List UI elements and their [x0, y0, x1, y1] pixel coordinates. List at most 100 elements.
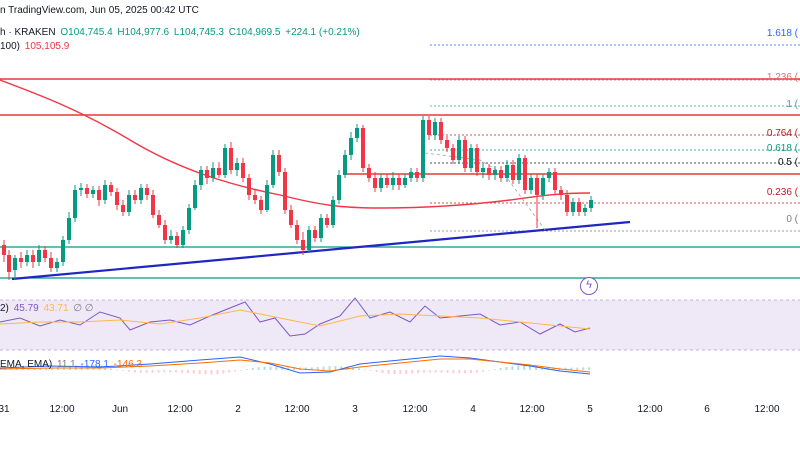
- candle-body: [481, 168, 485, 172]
- lightning-icon[interactable]: ϟ: [580, 277, 598, 295]
- macd-histogram-bar: [269, 366, 272, 370]
- candle-body: [145, 188, 149, 195]
- candle-body: [61, 240, 65, 262]
- macd-histogram-bar: [163, 370, 166, 373]
- macd-histogram-bar: [452, 370, 455, 374]
- macd-histogram-bar: [316, 366, 319, 370]
- candle-body: [487, 168, 491, 175]
- candle-body: [205, 170, 209, 178]
- candle-body: [67, 218, 71, 240]
- signal-line: [0, 358, 591, 373]
- candle-body: [571, 202, 575, 212]
- candle-body: [211, 168, 215, 178]
- candle-body: [397, 178, 401, 185]
- candle-body: [283, 172, 287, 210]
- candle-body: [469, 148, 473, 168]
- candle-body: [337, 175, 341, 200]
- x-axis-label: 12:00: [49, 404, 75, 415]
- macd-histogram-bar: [428, 370, 431, 373]
- macd-histogram-bar: [446, 370, 449, 373]
- candle-body: [157, 215, 161, 225]
- macd-histogram-bar: [234, 370, 237, 372]
- macd-histogram-bar: [434, 370, 437, 373]
- macd-histogram-bar: [564, 367, 567, 370]
- candle-body: [475, 148, 479, 172]
- candle-body: [247, 178, 251, 195]
- candle-body: [577, 202, 581, 212]
- x-axis-label: 2: [235, 404, 241, 415]
- x-axis-label: Jun: [111, 404, 129, 415]
- macd-histogram-bar: [104, 367, 107, 370]
- candle-body: [103, 185, 107, 200]
- macd-histogram-bar: [523, 365, 526, 370]
- macd-histogram-bar: [422, 370, 425, 373]
- macd-histogram-bar: [245, 369, 248, 370]
- fib-label-0: 0 (: [786, 214, 798, 225]
- macd-histogram-bar: [157, 370, 160, 373]
- macd-histogram-bar: [322, 366, 325, 370]
- candle-body: [49, 258, 53, 268]
- x-axis-label: 12:00: [637, 404, 663, 415]
- macd-histogram-bar: [334, 366, 337, 370]
- macd-histogram-bar: [293, 367, 296, 370]
- candlesticks: [2, 116, 593, 280]
- candle-body: [91, 190, 95, 194]
- candle-body: [85, 188, 89, 194]
- rsi-legend: 2) 45.79 43.71 ∅ ∅: [0, 303, 94, 314]
- candle-body: [517, 158, 521, 180]
- candle-body: [355, 128, 359, 138]
- trend-line[interactable]: [11, 220, 631, 281]
- candle-body: [193, 185, 197, 208]
- macd-histogram-bar: [186, 370, 189, 374]
- candle-body: [163, 225, 167, 240]
- macd-histogram-bar: [387, 370, 390, 374]
- x-axis-label: 5: [587, 404, 593, 415]
- candle-body: [457, 140, 461, 160]
- macd-histogram-bar: [517, 365, 520, 370]
- moving-average-line: [0, 79, 591, 209]
- macd-histogram-bar: [588, 367, 591, 370]
- macd-histogram-bar: [281, 366, 284, 370]
- candle-body: [7, 255, 11, 272]
- macd-histogram-bar: [552, 367, 555, 370]
- macd-histogram-bar: [440, 370, 443, 373]
- candle-body: [523, 158, 527, 190]
- macd-histogram-bar: [192, 370, 195, 374]
- candle-body: [379, 178, 383, 188]
- candle-body: [133, 195, 137, 200]
- candle-body: [307, 230, 311, 250]
- macd-legend: EMA, EMA) 11.1 -178.1 -146.3: [0, 359, 143, 370]
- candle-body: [79, 188, 83, 190]
- macd-histogram-bar: [51, 367, 54, 370]
- x-axis-label: 4: [470, 404, 476, 415]
- candle-body: [427, 120, 431, 135]
- macd-histogram-bar: [393, 370, 396, 375]
- macd-histogram-bar: [122, 370, 124, 371]
- candle-body: [409, 172, 413, 178]
- macd-histogram-bar: [464, 370, 467, 374]
- candle-body: [13, 258, 17, 270]
- macd-histogram-bar: [399, 370, 402, 375]
- candle-body: [2, 245, 6, 255]
- macd-histogram-bar: [499, 368, 502, 370]
- ohlc-legend: h · KRAKEN O104,745.4 H104,977.6 L104,74…: [0, 27, 360, 38]
- x-axis-label: 12:00: [754, 404, 780, 415]
- candle-body: [553, 172, 557, 190]
- macd-histogram-bar: [145, 370, 148, 373]
- candle-body: [325, 218, 329, 225]
- macd-histogram-bar: [116, 369, 119, 371]
- fib-label-0236: 0.236 (: [766, 187, 798, 198]
- macd-histogram-bar: [198, 370, 201, 375]
- macd-histogram-bar: [204, 370, 207, 375]
- candle-body: [253, 195, 257, 200]
- macd-histogram-bar: [222, 370, 225, 374]
- candle-body: [421, 120, 425, 178]
- candle-body: [19, 258, 23, 262]
- candle-body: [73, 190, 77, 218]
- candle-body: [301, 240, 305, 250]
- fib-label-1236: 1.236 (: [766, 72, 798, 83]
- candle-body: [343, 155, 347, 175]
- macd-histogram-bar: [381, 370, 384, 373]
- macd-histogram-bar: [481, 370, 484, 372]
